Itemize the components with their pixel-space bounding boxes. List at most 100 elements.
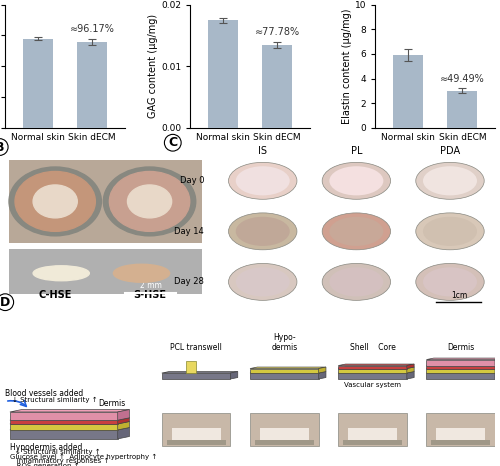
Bar	[250, 413, 318, 446]
Circle shape	[322, 162, 390, 199]
Text: Glucose level ↑  Adipocyte hypertrophy ↑: Glucose level ↑ Adipocyte hypertrophy ↑	[10, 454, 157, 460]
Polygon shape	[118, 427, 130, 439]
Polygon shape	[10, 427, 130, 430]
Circle shape	[104, 167, 196, 236]
Bar	[162, 413, 230, 446]
FancyBboxPatch shape	[9, 249, 202, 294]
Polygon shape	[426, 371, 500, 373]
Bar	[348, 428, 397, 443]
Polygon shape	[250, 371, 326, 373]
Title: PDA: PDA	[440, 146, 460, 156]
Bar	[166, 440, 226, 445]
Text: PCL transwell: PCL transwell	[170, 343, 222, 352]
Polygon shape	[250, 367, 326, 369]
Text: ≈77.78%: ≈77.78%	[254, 27, 300, 37]
Text: D: D	[0, 296, 10, 308]
Text: Dermis: Dermis	[447, 343, 474, 352]
Text: ↓ Structural similarity ↑: ↓ Structural similarity ↑	[12, 397, 98, 403]
Polygon shape	[338, 369, 407, 373]
Text: ≈96.17%: ≈96.17%	[70, 24, 114, 34]
Polygon shape	[338, 365, 407, 369]
Text: Day 28: Day 28	[174, 277, 204, 287]
Circle shape	[416, 213, 484, 250]
Polygon shape	[250, 373, 318, 379]
Polygon shape	[338, 373, 407, 379]
Bar	[255, 440, 314, 445]
Bar	[260, 428, 309, 443]
Polygon shape	[495, 364, 500, 369]
FancyBboxPatch shape	[9, 159, 202, 243]
Y-axis label: GAG content (μg/mg): GAG content (μg/mg)	[148, 14, 158, 118]
Polygon shape	[10, 410, 130, 412]
Bar	[186, 361, 196, 373]
Polygon shape	[407, 371, 414, 379]
Polygon shape	[10, 418, 130, 420]
Polygon shape	[426, 358, 500, 360]
Ellipse shape	[114, 264, 170, 282]
Bar	[262, 45, 292, 128]
Circle shape	[330, 217, 384, 246]
Text: Blood vessels added: Blood vessels added	[5, 390, 83, 398]
Polygon shape	[426, 360, 495, 365]
Polygon shape	[10, 424, 118, 430]
Polygon shape	[10, 420, 118, 424]
Polygon shape	[118, 410, 130, 420]
Text: Day 14: Day 14	[174, 227, 204, 236]
Bar	[393, 55, 423, 128]
Polygon shape	[338, 371, 414, 373]
Circle shape	[228, 213, 297, 250]
Text: Shell    Core: Shell Core	[350, 343, 396, 352]
Bar	[343, 440, 402, 445]
Bar	[448, 91, 478, 128]
Polygon shape	[407, 364, 414, 369]
Bar	[172, 428, 220, 443]
Circle shape	[423, 267, 477, 296]
Polygon shape	[426, 367, 500, 369]
Polygon shape	[495, 371, 500, 379]
Bar	[77, 42, 107, 128]
Polygon shape	[250, 369, 318, 373]
Text: ↓ Structural similarity ↑: ↓ Structural similarity ↑	[15, 449, 100, 455]
Circle shape	[322, 213, 390, 250]
Bar	[426, 413, 495, 446]
Title: IS: IS	[258, 146, 267, 156]
Bar	[22, 39, 52, 128]
Polygon shape	[230, 371, 238, 379]
Polygon shape	[407, 367, 414, 373]
Circle shape	[236, 267, 290, 296]
Circle shape	[330, 267, 384, 296]
Text: Day 0: Day 0	[180, 176, 204, 185]
Circle shape	[33, 185, 78, 218]
Circle shape	[416, 162, 484, 199]
Y-axis label: Elastin content (μg/mg): Elastin content (μg/mg)	[342, 8, 352, 124]
Text: Vascular system: Vascular system	[344, 382, 401, 388]
Circle shape	[228, 162, 297, 199]
Circle shape	[322, 263, 390, 301]
Text: C: C	[168, 136, 177, 149]
Circle shape	[330, 166, 384, 195]
Bar	[436, 428, 485, 443]
Circle shape	[9, 167, 102, 236]
Circle shape	[15, 171, 96, 231]
Polygon shape	[10, 430, 118, 439]
Text: Hypodermis added: Hypodermis added	[10, 443, 83, 452]
Polygon shape	[426, 373, 495, 379]
Bar	[338, 413, 407, 446]
Bar	[432, 440, 490, 445]
Polygon shape	[426, 364, 500, 365]
Text: 2 mm: 2 mm	[140, 281, 162, 290]
Polygon shape	[318, 371, 326, 379]
Polygon shape	[426, 369, 495, 373]
Polygon shape	[495, 367, 500, 373]
Polygon shape	[338, 364, 414, 365]
Polygon shape	[162, 373, 230, 379]
Ellipse shape	[33, 266, 90, 281]
Text: C-HSE: C-HSE	[38, 290, 72, 300]
Text: ROS generation ↑: ROS generation ↑	[10, 463, 80, 466]
Circle shape	[423, 166, 477, 195]
Circle shape	[236, 217, 290, 246]
Title: PL: PL	[350, 146, 362, 156]
Polygon shape	[426, 365, 495, 369]
Polygon shape	[10, 422, 130, 424]
Text: B: B	[0, 141, 4, 153]
